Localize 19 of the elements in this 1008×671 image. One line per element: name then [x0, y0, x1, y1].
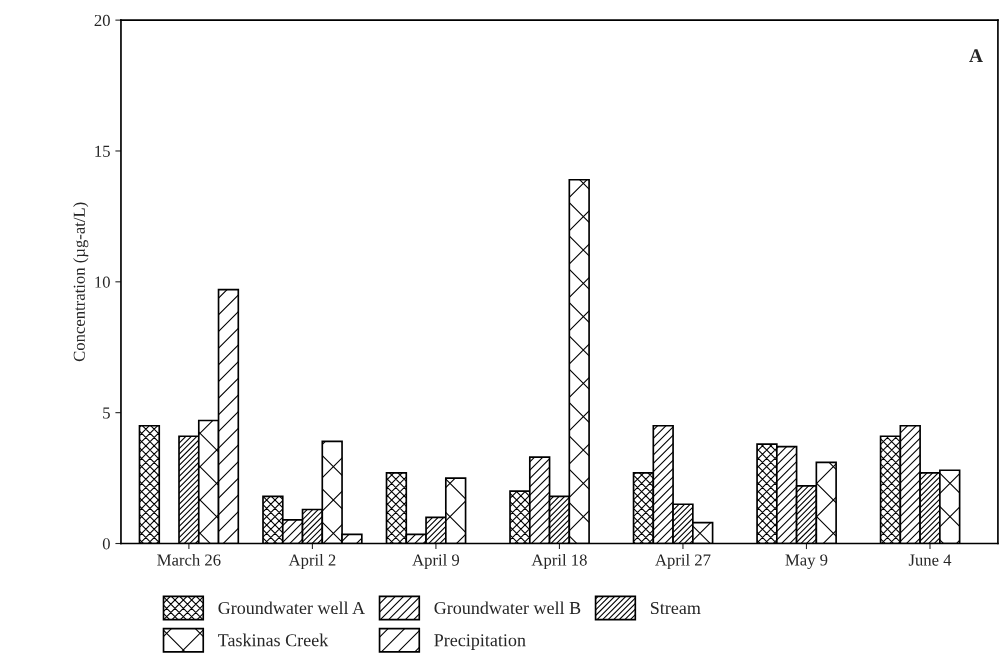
annotation: A — [969, 49, 983, 62]
y-tick-label: 0 — [102, 538, 110, 550]
legend-label: Taskinas Creek — [218, 633, 329, 647]
y-tick-label: 15 — [95, 145, 110, 157]
y-tick-label: 10 — [95, 276, 110, 288]
x-tick-label: April 9 — [412, 553, 460, 570]
legend-label: Stream — [650, 601, 701, 615]
x-tick-label: June 4 — [908, 554, 952, 566]
legend-label: Groundwater well A — [218, 601, 365, 615]
y-axis-title: Concentration (µg-at/L) — [73, 202, 89, 362]
x-tick-label: April 27 — [655, 553, 711, 570]
x-tick-label: March 26 — [157, 553, 221, 566]
x-tick-label: April 2 — [288, 553, 336, 570]
y-tick-label: 20 — [94, 14, 110, 27]
legend-label: Precipitation — [434, 634, 526, 650]
legend-label: Groundwater well B — [434, 601, 581, 615]
y-tick-label: 5 — [103, 407, 110, 419]
x-tick-label: May 9 — [785, 554, 828, 570]
x-tick-label: April 18 — [531, 553, 587, 570]
